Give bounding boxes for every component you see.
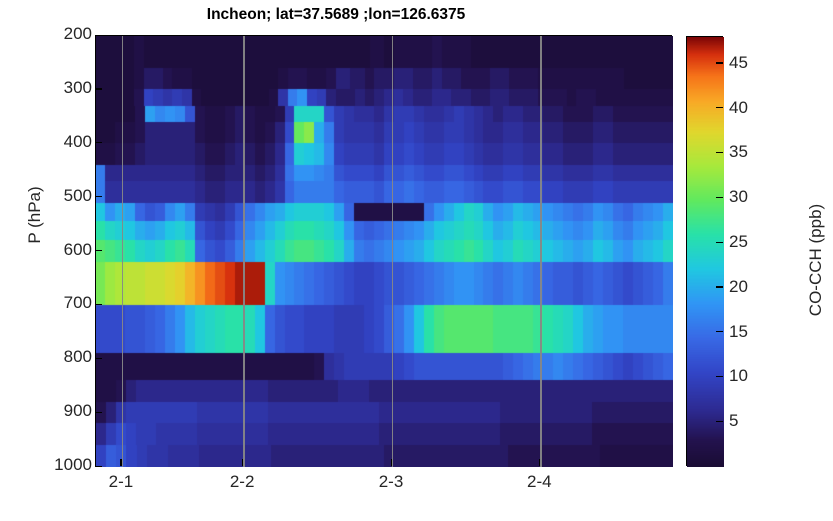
- y-tick-label-900: 900: [63, 401, 92, 421]
- x-tick-label-2-2: 2-2: [229, 472, 255, 491]
- grid-overlay: [96, 36, 673, 467]
- colorbar-tick-mark-25: [716, 241, 723, 243]
- colorbar-label: CO-CCH (ppb): [806, 203, 825, 317]
- colorbar-tick-mark-5: [716, 420, 723, 422]
- colorbar-tick-label-15: 15: [729, 321, 748, 341]
- x-tick-label-2-1: 2-1: [108, 472, 134, 491]
- y-tick-mark-500: [95, 196, 102, 198]
- y-tick-label-1000: 1000: [54, 455, 92, 474]
- y-tick-label-400: 400: [63, 131, 92, 151]
- colorbar-tick-mark-45: [716, 62, 723, 64]
- page-title: Incheon; lat=37.5689 ;lon=126.6375: [206, 6, 466, 23]
- x-tick-mark-2-4: [538, 459, 540, 466]
- heatmap-plot-area: [95, 35, 673, 467]
- colorbar-tick-label-5: 5: [729, 411, 739, 431]
- colorbar-tick-mark-35: [716, 151, 723, 154]
- colorbar-canvas: [687, 37, 724, 467]
- x-tick-mark-2-2: [241, 459, 243, 466]
- x-tick-mark-2-3: [390, 459, 392, 466]
- colorbar-tick-mark-20: [716, 286, 723, 288]
- y-tick-mark-300: [95, 88, 102, 90]
- colorbar-tick-mark-15: [716, 331, 723, 333]
- colorbar-tick-label-45: 45: [729, 52, 748, 72]
- colorbar: [686, 36, 724, 467]
- colorbar-tick-mark-10: [716, 375, 723, 378]
- y-tick-mark-900: [95, 411, 102, 413]
- x-tick-label-2-4: 2-4: [526, 472, 552, 491]
- colorbar-tick-label-10: 10: [729, 366, 748, 386]
- y-tick-label-500: 500: [63, 185, 92, 205]
- y-tick-mark-200: [95, 34, 102, 36]
- gridline-x-2-3: [392, 36, 394, 467]
- y-tick-mark-600: [95, 250, 102, 252]
- y-axis-label: P (hPa): [25, 186, 44, 244]
- colorbar-tick-label-30: 30: [729, 187, 748, 207]
- gridline-x-2-4: [540, 36, 542, 467]
- y-tick-mark-800: [95, 357, 102, 359]
- colorbar-tick-label-25: 25: [729, 232, 748, 252]
- colorbar-tick-label-35: 35: [729, 142, 748, 162]
- y-tick-label-800: 800: [63, 347, 92, 367]
- y-tick-mark-400: [95, 142, 102, 144]
- y-tick-label-200: 200: [63, 24, 92, 43]
- x-tick-mark-2-1: [120, 459, 122, 466]
- gridline-x-2-2: [243, 36, 245, 467]
- colorbar-tick-label-20: 20: [729, 276, 748, 296]
- heatmap-canvas: [96, 36, 673, 467]
- colorbar-tick-label-40: 40: [729, 97, 748, 117]
- y-tick-mark-700: [95, 303, 102, 306]
- colorbar-tick-mark-40: [716, 107, 723, 109]
- y-tick-label-700: 700: [63, 293, 92, 313]
- y-tick-mark-1000: [95, 465, 102, 467]
- gridline-x-2-1: [121, 36, 124, 467]
- y-tick-label-600: 600: [63, 239, 92, 259]
- x-tick-label-2-3: 2-3: [378, 472, 404, 491]
- colorbar-tick-mark-30: [716, 196, 723, 198]
- y-tick-label-300: 300: [63, 77, 92, 97]
